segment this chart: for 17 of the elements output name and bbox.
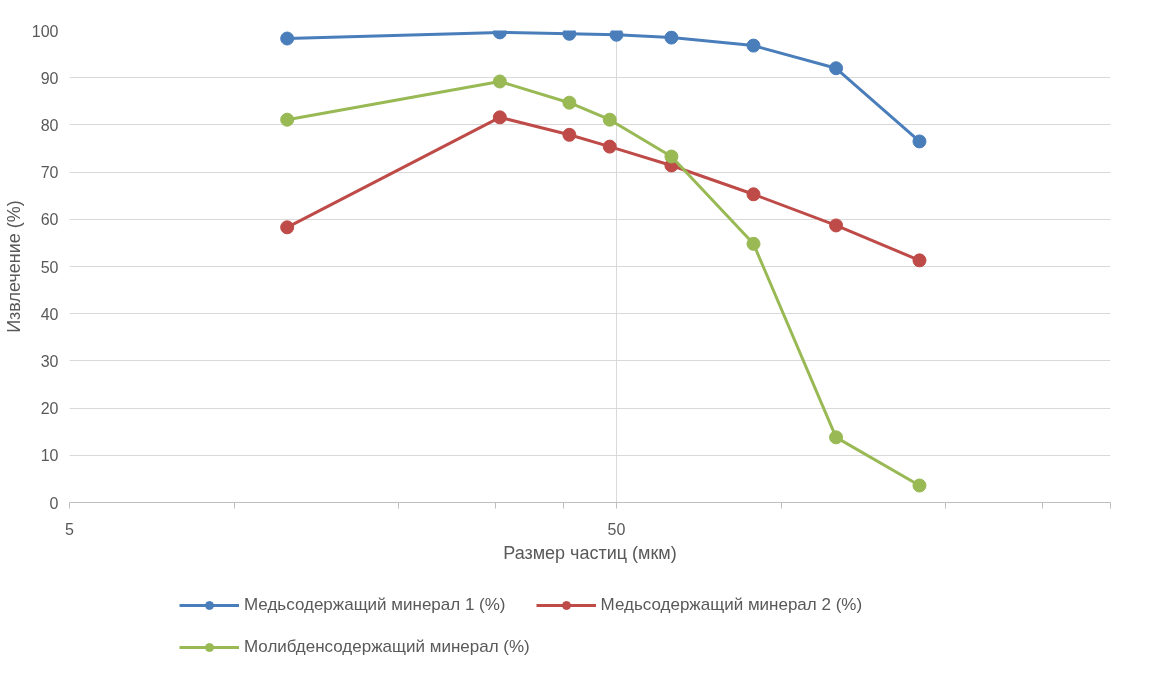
y-axis-title: Извлечение (%) [3, 200, 24, 333]
x-axis-title: Размер частиц (мкм) [503, 542, 677, 563]
y-tick-label: 50 [40, 258, 59, 276]
legend-label: Молибденсодержащий минерал (%) [244, 637, 530, 657]
y-tick-label: 20 [40, 400, 59, 418]
y-tick-label: 40 [40, 305, 59, 323]
x-tick-label: 5 [65, 520, 75, 538]
y-tick-label: 10 [40, 447, 59, 465]
y-tick-label: 0 [49, 494, 59, 512]
y-tick-label: 100 [31, 22, 59, 40]
y-tick-label: 70 [40, 164, 59, 182]
y-tick-label: 30 [40, 352, 59, 370]
y-tick-label: 90 [40, 69, 59, 87]
y-tick-label: 60 [40, 211, 59, 229]
y-tick-label: 80 [40, 116, 59, 134]
legend-label: Медьсодержащий минерал 2 (%) [600, 595, 863, 615]
legend-label: Медьсодержащий минерал 1 (%) [244, 595, 506, 615]
